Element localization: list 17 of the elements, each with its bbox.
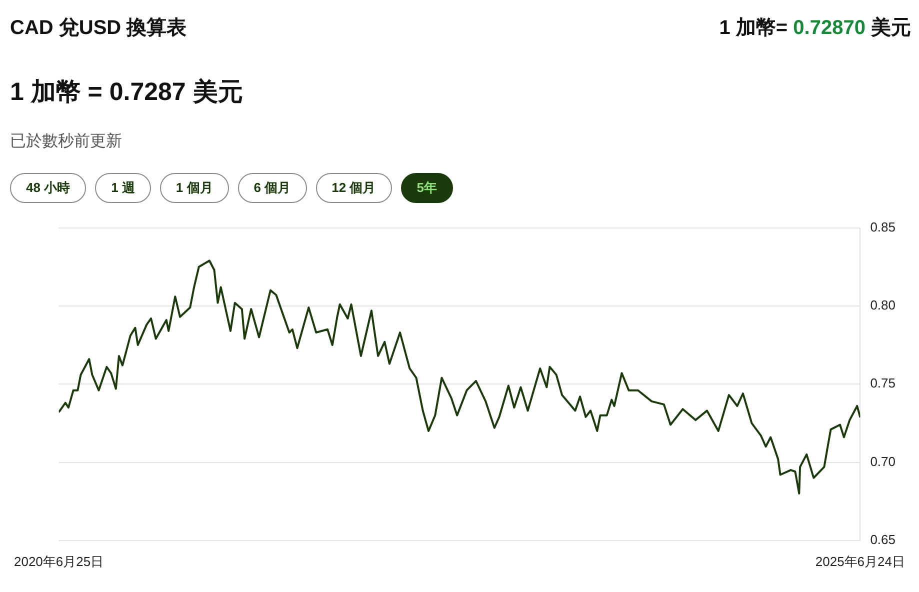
x-tick-label: 2025年6月24日 <box>815 554 906 569</box>
text: 1 加幣= 0.72870 美元 <box>719 17 911 39</box>
text: 12 個月 <box>316 173 392 203</box>
y-tick-label: 0.85 <box>870 219 896 234</box>
text: 48 小時 <box>10 173 86 203</box>
y-tick-label: 0.80 <box>870 298 896 313</box>
text: 1 週 <box>95 173 151 203</box>
text: 已於數秒前更新 <box>10 132 122 152</box>
text: 6 個月 <box>238 173 307 203</box>
text: 5年 <box>400 173 453 203</box>
y-tick-label: 0.70 <box>870 454 896 469</box>
x-tick-label: 2020年6月25日 <box>14 554 104 569</box>
y-tick-label: 0.75 <box>870 376 896 391</box>
chart-title: CAD 兌USD 換算表 <box>10 16 187 41</box>
chart-subtitle: 1 加幣 = 0.7287 美元 <box>10 77 243 108</box>
y-tick-label: 0.65 <box>870 532 896 547</box>
text: 1 個月 <box>160 173 229 203</box>
